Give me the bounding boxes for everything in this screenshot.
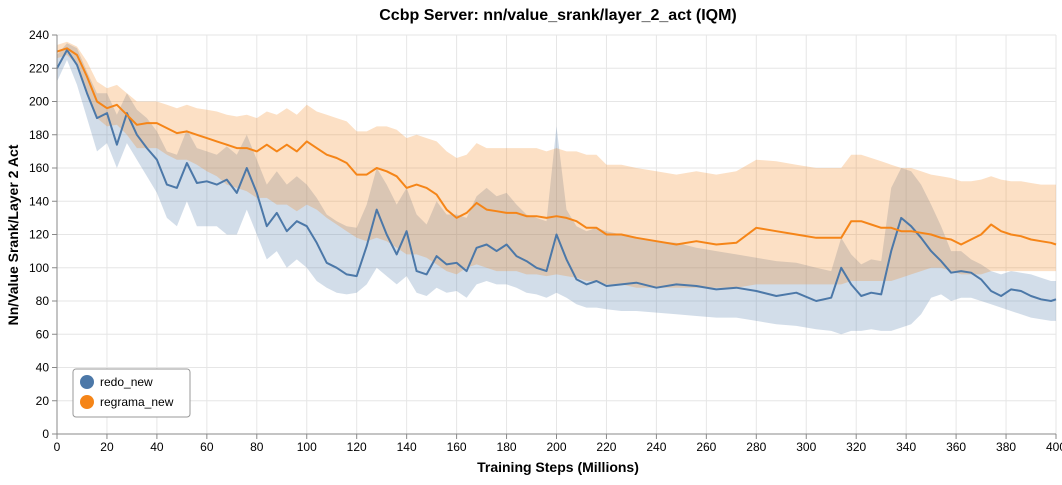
y-tick-label: 240 <box>29 28 49 42</box>
y-tick-label: 140 <box>29 194 49 208</box>
y-axis-label: Nn/Value Srank/Layer 2 Act <box>5 144 21 325</box>
x-tick-label: 60 <box>200 440 214 454</box>
x-tick-label: 380 <box>996 440 1016 454</box>
legend-marker-regrama-new <box>80 395 94 409</box>
legend-label-redo-new: redo_new <box>100 375 153 389</box>
chart-title: Ccbp Server: nn/value_srank/layer_2_act … <box>379 7 737 24</box>
legend: redo_new regrama_new <box>72 368 191 418</box>
x-tick-label: 260 <box>696 440 716 454</box>
x-axis-label: Training Steps (Millions) <box>477 459 639 475</box>
x-tick-label: 400 <box>1046 440 1062 454</box>
y-tick-label: 100 <box>29 261 49 275</box>
x-tick-label: 320 <box>846 440 866 454</box>
x-tick-label: 240 <box>646 440 666 454</box>
x-tick-label: 100 <box>297 440 317 454</box>
x-tick-label: 0 <box>54 440 61 454</box>
y-tick-label: 220 <box>29 61 49 75</box>
x-tick-label: 140 <box>397 440 417 454</box>
x-tick-label: 340 <box>896 440 916 454</box>
confidence-bands <box>57 41 1056 335</box>
y-tick-label: 200 <box>29 95 49 109</box>
x-tick-label: 280 <box>746 440 766 454</box>
x-tick-label: 120 <box>347 440 367 454</box>
y-tick-label: 180 <box>29 128 49 142</box>
band-redo-new <box>57 43 1056 335</box>
axes: 0 20 40 60 80 100 120 140 160 180 200 220 240 260 280 3… <box>29 28 1062 454</box>
x-tick-label: 160 <box>447 440 467 454</box>
x-tick-label: 200 <box>546 440 566 454</box>
x-tick-label: 20 <box>100 440 114 454</box>
series-lines <box>56 47 1057 302</box>
line-redo-new <box>56 49 1057 302</box>
x-tick-label: 300 <box>796 440 816 454</box>
band-regrama-new <box>57 41 1056 288</box>
legend-marker-redo-new <box>80 375 94 389</box>
x-tick-label: 220 <box>596 440 616 454</box>
x-tick-label: 180 <box>497 440 517 454</box>
y-tick-label: 40 <box>36 361 50 375</box>
y-tick-label: 20 <box>36 394 50 408</box>
legend-label-regrama-new: regrama_new <box>100 395 174 409</box>
x-tick-label: 80 <box>250 440 264 454</box>
y-tick-label: 80 <box>36 294 50 308</box>
line-regrama-new <box>56 47 1057 246</box>
y-tick-label: 60 <box>36 327 50 341</box>
y-tick-label: 160 <box>29 161 49 175</box>
x-tick-label: 40 <box>150 440 164 454</box>
y-tick-label: 0 <box>42 427 49 441</box>
y-tick-label: 120 <box>29 228 49 242</box>
legend-box <box>72 368 191 418</box>
x-tick-label: 360 <box>946 440 966 454</box>
